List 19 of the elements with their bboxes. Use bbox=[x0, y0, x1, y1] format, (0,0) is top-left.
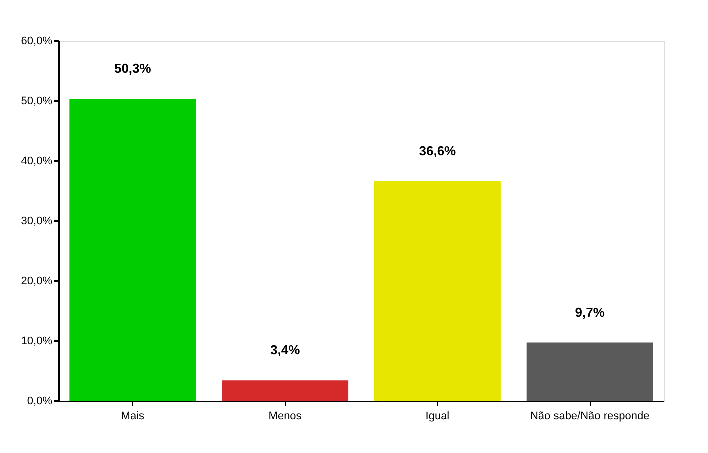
x-tick-label: Não sabe/Não responde bbox=[530, 410, 650, 422]
y-tick-label: 0,0% bbox=[27, 396, 53, 408]
x-tick-label: Igual bbox=[426, 410, 450, 422]
bar bbox=[374, 181, 501, 401]
x-tick-label: Menos bbox=[268, 410, 302, 422]
y-tick-label: 10,0% bbox=[21, 336, 53, 348]
x-tick-label: Mais bbox=[121, 410, 146, 422]
bar bbox=[70, 99, 196, 401]
bar bbox=[222, 380, 349, 401]
data-label: 3,4% bbox=[270, 342, 301, 358]
data-label: 36,6% bbox=[419, 143, 457, 158]
data-label: 50,3% bbox=[114, 61, 152, 76]
y-tick-label: 50,0% bbox=[21, 96, 53, 108]
y-tick-label: 60,0% bbox=[21, 36, 53, 48]
y-tick-label: 40,0% bbox=[21, 156, 53, 168]
data-label: 9,7% bbox=[575, 304, 606, 320]
y-tick-label: 30,0% bbox=[21, 216, 53, 228]
y-tick-label: 20,0% bbox=[21, 276, 53, 288]
bar bbox=[526, 342, 654, 401]
